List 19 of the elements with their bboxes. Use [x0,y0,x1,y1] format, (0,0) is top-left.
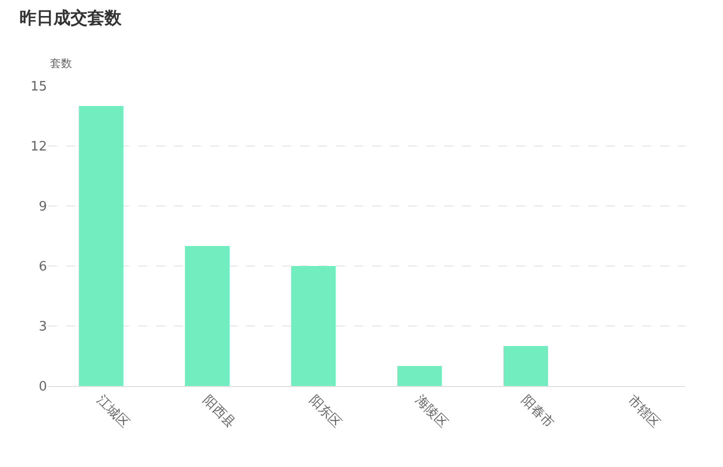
x-tick-label: 阳西县 [200,392,238,432]
bar [503,346,548,386]
x-tick-label: 海陵区 [412,392,450,432]
bar [291,266,336,386]
y-tick-label: 9 [38,200,47,215]
y-axis-title: 套数 [50,57,72,70]
x-tick-label: 阳东区 [306,392,344,432]
chart-title: 昨日成交套数 [20,8,123,29]
bar [78,106,124,386]
x-tick-label: 阳春市 [518,392,557,432]
y-tick-label: 12 [30,140,47,155]
y-tick-label: 3 [38,320,47,335]
y-tick-label: 15 [30,80,47,95]
y-tick-label: 0 [38,380,47,395]
bar [397,366,442,386]
bar [184,246,230,386]
x-tick-label: 市辖区 [624,392,663,432]
y-tick-label: 6 [38,260,47,275]
x-tick-label: 江城区 [94,392,132,432]
